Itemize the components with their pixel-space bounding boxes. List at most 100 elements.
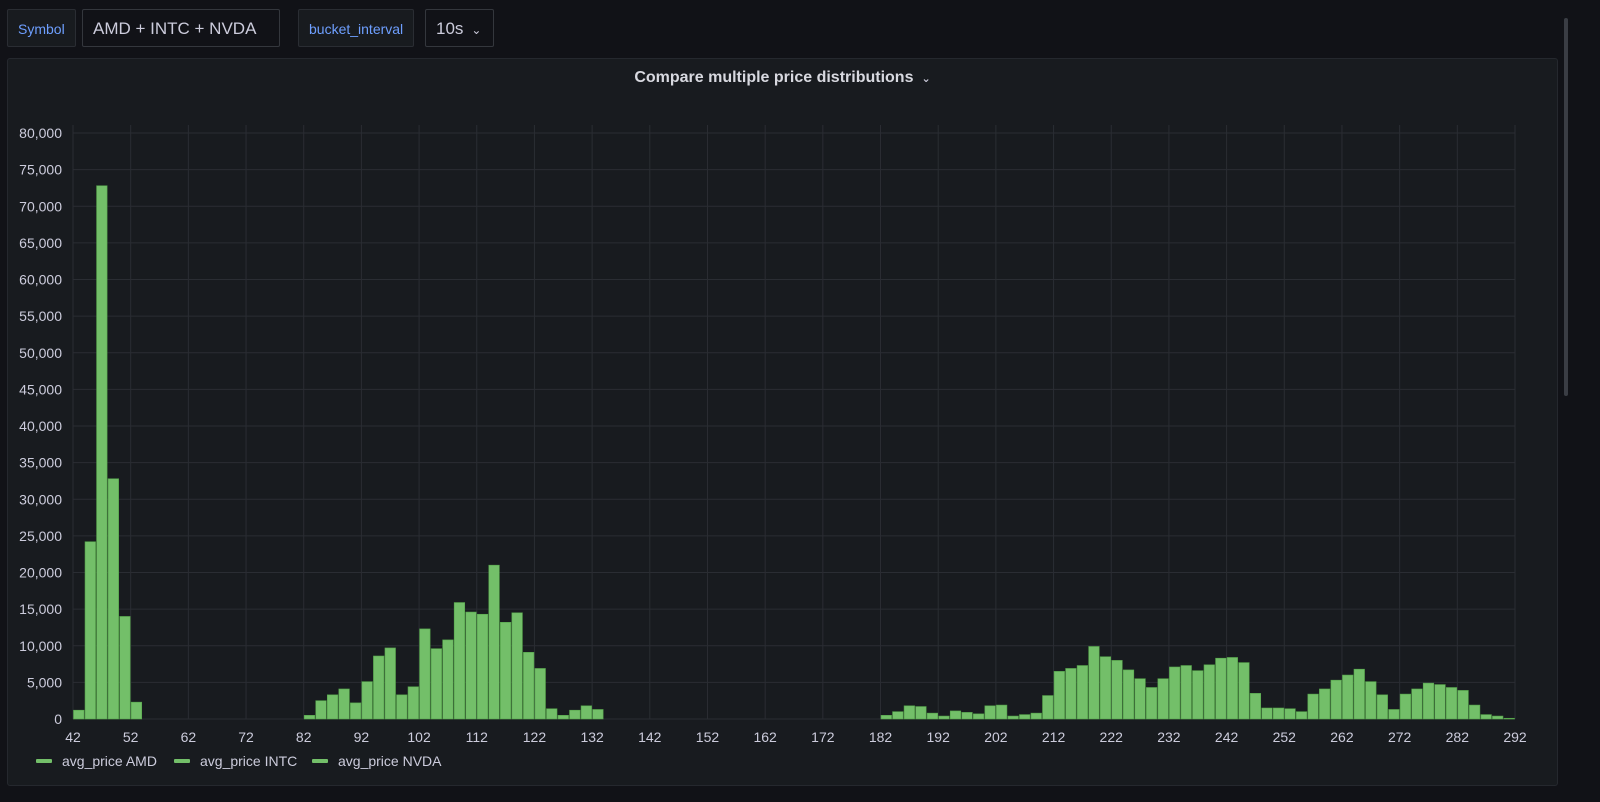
- panel-title-menu[interactable]: Compare multiple price distributions ⌄: [8, 69, 1557, 87]
- histogram-bar[interactable]: [96, 185, 108, 720]
- histogram-bar[interactable]: [350, 702, 362, 720]
- histogram-bar[interactable]: [1111, 660, 1123, 720]
- histogram-bar[interactable]: [1503, 717, 1515, 720]
- histogram-bar[interactable]: [1042, 695, 1054, 720]
- histogram-bar[interactable]: [1180, 665, 1192, 720]
- histogram-bar[interactable]: [1422, 682, 1435, 720]
- histogram-bar[interactable]: [1122, 669, 1135, 720]
- histogram-bar[interactable]: [973, 713, 985, 720]
- histogram-bar[interactable]: [1284, 708, 1296, 720]
- histogram-bar[interactable]: [903, 705, 915, 720]
- histogram-bar[interactable]: [315, 700, 327, 720]
- histogram-bar[interactable]: [1215, 657, 1227, 720]
- histogram-bar[interactable]: [1030, 712, 1042, 720]
- histogram-bar[interactable]: [384, 647, 396, 720]
- histogram-bar[interactable]: [419, 628, 431, 720]
- histogram-bar[interactable]: [949, 710, 962, 720]
- histogram-bar[interactable]: [488, 564, 500, 720]
- histogram-bar[interactable]: [534, 668, 546, 720]
- y-tick-label: 0: [54, 711, 62, 727]
- histogram-bar[interactable]: [1376, 694, 1388, 720]
- y-axis-ticks: 0 5,000 10,000 15,000 20,000 25,000 30,000 35,0…: [19, 125, 62, 727]
- histogram-bar[interactable]: [880, 715, 892, 720]
- histogram-bar[interactable]: [1480, 714, 1492, 720]
- legend-item[interactable]: avg_price INTC: [174, 753, 297, 769]
- histogram-bar[interactable]: [1457, 690, 1469, 720]
- histogram-bar[interactable]: [1019, 714, 1031, 720]
- legend-swatch: [36, 759, 52, 763]
- histogram-bar[interactable]: [546, 708, 558, 720]
- histogram-bar[interactable]: [1319, 688, 1331, 720]
- bucket-interval-variable-select[interactable]: 10s ⌄: [425, 9, 494, 47]
- histogram-bar[interactable]: [1099, 656, 1112, 720]
- histogram-bar[interactable]: [592, 709, 604, 720]
- histogram-bar[interactable]: [1330, 679, 1342, 720]
- histogram-bar[interactable]: [1192, 670, 1204, 720]
- histogram-bar[interactable]: [1434, 684, 1446, 720]
- histogram-bar[interactable]: [1169, 666, 1181, 720]
- histogram-bar[interactable]: [338, 688, 350, 720]
- histogram-bar[interactable]: [303, 715, 316, 720]
- histogram-bar[interactable]: [107, 478, 119, 720]
- histogram-bar[interactable]: [1411, 688, 1423, 720]
- y-tick-label: 45,000: [19, 381, 62, 397]
- histogram-bar[interactable]: [1157, 678, 1169, 720]
- histogram-bar[interactable]: [1353, 668, 1365, 720]
- histogram-bar[interactable]: [84, 541, 96, 720]
- histogram-bar[interactable]: [569, 709, 581, 720]
- histogram-bar[interactable]: [557, 715, 569, 720]
- histogram-bar[interactable]: [1399, 693, 1411, 720]
- histogram-bar[interactable]: [326, 694, 339, 720]
- histogram-bar[interactable]: [453, 602, 466, 720]
- histogram-bar[interactable]: [500, 622, 512, 720]
- histogram-bar[interactable]: [892, 711, 904, 720]
- histogram-bar[interactable]: [580, 705, 592, 720]
- histogram-bar[interactable]: [1134, 678, 1146, 720]
- variables-bar: Symbol AMD + INTC + NVDA⌄ bucket_interva…: [0, 0, 1600, 75]
- histogram-bar[interactable]: [361, 681, 373, 720]
- histogram-bar[interactable]: [1088, 646, 1100, 720]
- histogram-bar[interactable]: [961, 712, 973, 720]
- page-scrollbar[interactable]: [1564, 18, 1568, 396]
- histogram-bar[interactable]: [373, 655, 385, 720]
- histogram-bar[interactable]: [130, 701, 143, 720]
- histogram-bar[interactable]: [984, 705, 996, 720]
- histogram-bar[interactable]: [1226, 657, 1238, 720]
- histogram-bar[interactable]: [1007, 715, 1019, 720]
- histogram-bar[interactable]: [996, 704, 1008, 720]
- histogram-bar[interactable]: [1388, 709, 1400, 720]
- histogram-bar[interactable]: [1307, 693, 1319, 720]
- histogram-bar[interactable]: [1238, 662, 1250, 720]
- histogram-bar[interactable]: [523, 652, 535, 720]
- legend-item[interactable]: avg_price AMD: [36, 753, 157, 769]
- histogram-bar[interactable]: [1261, 707, 1273, 720]
- histogram-bar[interactable]: [1076, 665, 1088, 720]
- histogram-bar[interactable]: [1203, 664, 1215, 720]
- histogram-bar[interactable]: [1296, 711, 1308, 720]
- histogram-bar[interactable]: [1492, 715, 1504, 720]
- histogram-bar[interactable]: [407, 686, 419, 720]
- histogram-bar[interactable]: [1249, 693, 1262, 720]
- histogram-bar[interactable]: [511, 612, 523, 720]
- histogram-bar[interactable]: [1342, 674, 1354, 720]
- histogram-bar[interactable]: [442, 639, 454, 720]
- legend-item[interactable]: avg_price NVDA: [312, 753, 442, 769]
- histogram-bar[interactable]: [926, 712, 939, 720]
- histogram-bar[interactable]: [1053, 671, 1065, 720]
- histogram-bar[interactable]: [465, 611, 477, 720]
- histogram-bar[interactable]: [1469, 704, 1481, 720]
- symbol-variable-select[interactable]: AMD + INTC + NVDA⌄: [82, 9, 280, 75]
- histogram-bar[interactable]: [73, 709, 85, 720]
- y-tick-label: 30,000: [19, 491, 62, 507]
- histogram-bar[interactable]: [396, 694, 408, 720]
- histogram-bar[interactable]: [915, 706, 927, 720]
- histogram-bar[interactable]: [1065, 668, 1077, 720]
- histogram-bar[interactable]: [476, 613, 489, 720]
- histogram-bar[interactable]: [119, 616, 131, 720]
- histogram-bar[interactable]: [938, 715, 950, 720]
- histogram-bar[interactable]: [1146, 687, 1158, 720]
- histogram-bar[interactable]: [1365, 681, 1377, 720]
- histogram-bar[interactable]: [1272, 707, 1285, 720]
- histogram-bar[interactable]: [1445, 687, 1458, 720]
- histogram-bar[interactable]: [430, 648, 442, 720]
